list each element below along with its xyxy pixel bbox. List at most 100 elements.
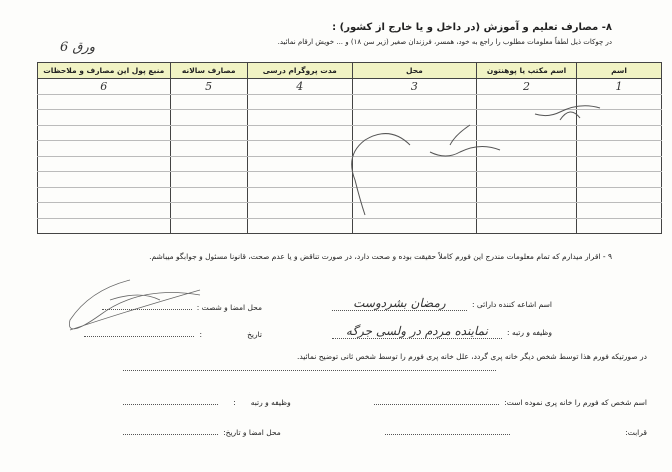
table-row — [37, 171, 662, 188]
filler-name-field: اسم شخص که فورم را خانه پری نموده است: — [374, 390, 647, 409]
table-cell — [169, 140, 248, 157]
reason-line — [123, 370, 496, 371]
table-cell — [169, 125, 248, 141]
third-party-note: در صورتیکه فورم هذا توسط شخص دیگر خانه پ… — [296, 352, 647, 361]
signature-label: محل امضا و شصت : — [196, 303, 262, 312]
signature-line — [101, 309, 192, 310]
date-field: تاریخ : — [84, 322, 262, 341]
table-row — [37, 94, 662, 110]
table-cell — [169, 156, 248, 172]
handwritten-page-number: ورق 6 — [60, 40, 96, 55]
column-header: مدت پروگرام درسی — [246, 62, 353, 79]
table-cell — [351, 94, 478, 110]
declarant-name-label: اسم اشاعه کننده دارائی : — [471, 300, 552, 309]
table-cell — [246, 140, 353, 157]
table-cell: 5 — [169, 78, 248, 95]
education-expenses-table: اسم اسم مکتب یا پوهنتون محل مدت پروگرام درس… — [37, 62, 662, 234]
table-cell — [37, 140, 171, 157]
declarant-name-value: رمضان بشردوست — [331, 296, 467, 311]
relation-label: قرابت: — [625, 428, 647, 437]
table-cell: 2 — [476, 78, 578, 95]
table-cell — [169, 202, 248, 219]
table-cell — [169, 109, 248, 126]
column-header: منبع پول این مصارف و ملاحظات — [37, 62, 171, 79]
signature-icon — [68, 279, 201, 331]
table-cell — [351, 218, 478, 234]
table-cell — [169, 218, 248, 234]
table-cell — [37, 202, 171, 219]
table-cell — [476, 156, 578, 172]
column-header: مصارف سالانه — [169, 62, 248, 79]
table-cell — [246, 109, 353, 126]
table-cell: 1 — [576, 78, 662, 95]
position-field: وظیفه و رتبه : نماینده مردم در ولسی جرگه — [331, 320, 552, 339]
table-cell — [351, 140, 478, 157]
position-label: وظیفه و رتبه : — [507, 328, 552, 337]
table-cell — [476, 109, 578, 126]
table-cell — [476, 218, 578, 234]
table-row — [37, 156, 662, 172]
table-row — [37, 140, 662, 157]
filler-name-label: اسم شخص که فورم را خانه پری نموده است: — [504, 398, 647, 407]
table-cell — [576, 140, 662, 157]
table-cell — [169, 94, 248, 110]
filler-sign-date-label: محل امضا و تاریخ: — [223, 428, 281, 437]
table-cell — [576, 125, 662, 141]
table-cell — [246, 125, 353, 141]
table-cell — [169, 171, 248, 188]
table-cell — [576, 94, 662, 110]
table-row — [37, 218, 662, 234]
table-cell — [169, 187, 248, 203]
table-cell — [246, 218, 353, 234]
handwriting-stroke — [429, 105, 601, 157]
table-cell — [37, 109, 171, 126]
table-cell — [476, 202, 578, 219]
table-cell — [37, 218, 171, 234]
table-cell — [576, 187, 662, 203]
table-cell: 3 — [351, 78, 478, 95]
filler-position-field: وظیفه و رتبه : — [123, 390, 291, 409]
relation-line — [385, 434, 511, 435]
filler-position-line — [123, 404, 218, 405]
table-cell — [476, 125, 578, 141]
table-cell — [576, 171, 662, 188]
table-cell — [476, 171, 578, 188]
position-value: نماینده مردم در ولسی جرگه — [331, 324, 502, 339]
table-cell — [351, 109, 478, 126]
filler-position-label: وظیفه و رتبه — [250, 398, 291, 407]
table-cell — [37, 187, 171, 203]
handwriting-stroke — [351, 133, 411, 216]
section-8-instructions: در چوکات ذیل لطفاً معلومات مطلوب را راجع… — [277, 38, 612, 46]
table-cell — [476, 94, 578, 110]
column-header: محل — [351, 62, 478, 79]
date-label: تاریخ — [247, 330, 262, 339]
date-line — [84, 336, 195, 337]
table-cell — [576, 109, 662, 126]
table-cell — [476, 187, 578, 203]
table-cell — [351, 171, 478, 188]
table-cell — [476, 140, 578, 157]
table-cell: 6 — [37, 78, 171, 95]
table-row — [37, 187, 662, 203]
filler-sign-date-field: محل امضا و تاریخ: — [123, 420, 281, 439]
table-row — [37, 125, 662, 141]
table-cell: 4 — [246, 78, 353, 95]
declaration-text: ۹ - اقرار میدارم که تمام معلومات مندرج ا… — [149, 252, 612, 261]
table-cell — [37, 94, 171, 110]
table-cell — [351, 187, 478, 203]
table-cell — [37, 156, 171, 172]
declarant-name-field: اسم اشاعه کننده دارائی : رمضان بشردوست — [331, 292, 552, 311]
column-header: اسم مکتب یا پوهنتون — [476, 62, 578, 79]
table-cell — [351, 125, 478, 141]
table-cell — [576, 156, 662, 172]
table-cell — [246, 202, 353, 219]
table-cell — [576, 202, 662, 219]
table-cell — [576, 218, 662, 234]
table-cell — [246, 94, 353, 110]
filler-name-line — [374, 404, 500, 405]
table-cell — [246, 171, 353, 188]
table-cell — [351, 202, 478, 219]
signature-field: محل امضا و شصت : — [101, 295, 262, 314]
